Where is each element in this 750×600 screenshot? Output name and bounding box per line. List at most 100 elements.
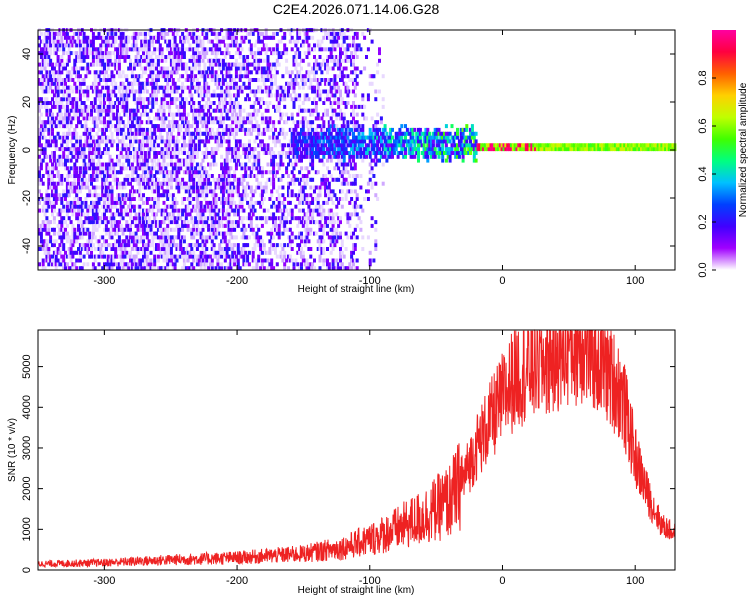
spectrogram-cell — [153, 124, 157, 129]
spectrogram-cell — [132, 66, 136, 71]
spectrogram-cell — [169, 262, 173, 267]
spectrogram-cell — [45, 108, 49, 113]
spectrogram-cell — [62, 266, 66, 271]
spectrogram-cell — [283, 35, 287, 40]
spectrogram-cell — [285, 70, 289, 75]
spectrogram-cell — [246, 258, 250, 263]
spectrogram-cell — [199, 104, 203, 109]
spectrogram-cell — [236, 89, 240, 94]
spectrogram-cell — [93, 258, 97, 263]
spectrogram-cell — [216, 143, 220, 148]
spectrogram-cell — [140, 97, 144, 102]
spectrogram-cell — [195, 170, 199, 175]
spectrogram-cell — [318, 220, 322, 225]
spectrogram-cell — [229, 104, 233, 109]
spectrogram-cell — [305, 174, 309, 178]
spectrogram-cell — [103, 124, 106, 129]
spectrogram-cell — [112, 204, 116, 209]
spectrogram-cell — [247, 120, 251, 125]
spectrogram-cell — [259, 70, 263, 75]
spectrogram-cell — [110, 93, 114, 98]
spectrogram-cell — [275, 135, 279, 140]
spectrogram-cell — [142, 247, 145, 251]
spectrogram-cell — [300, 139, 303, 144]
spectrogram-cell — [190, 174, 194, 178]
spectrogram-cell — [123, 104, 127, 109]
spectrogram-cell — [52, 181, 56, 186]
spectrogram-cell — [182, 235, 186, 240]
spectrogram-cell — [156, 89, 160, 94]
spectrogram-cell — [127, 162, 131, 167]
spectrogram-cell — [82, 131, 86, 136]
spectrogram-cell — [201, 250, 205, 255]
spectrogram-cell — [313, 151, 316, 155]
spectrogram-cell — [101, 181, 105, 186]
spectrogram-cell — [108, 108, 112, 113]
spectrogram-cell — [166, 181, 170, 186]
spectrogram-cell — [316, 139, 320, 144]
spectrogram-cell — [240, 166, 244, 171]
spectrogram-cell — [88, 104, 92, 109]
spectrogram-cell — [324, 81, 328, 86]
spectrogram-cell — [130, 231, 134, 236]
spectrogram-cell — [301, 258, 305, 263]
spectrogram-cell — [294, 162, 298, 167]
spectrogram-cell — [127, 35, 131, 40]
spectrogram-cell — [97, 78, 101, 82]
spectrogram-cell — [188, 47, 192, 52]
spectrogram-cell — [69, 124, 73, 129]
spectrogram-cell — [190, 166, 194, 171]
spectrogram-cell — [77, 204, 80, 209]
spectrogram-cell — [153, 135, 157, 140]
spectrogram-cell — [268, 231, 272, 236]
spectrogram-cell — [145, 81, 149, 86]
spectrogram-cell — [324, 47, 328, 52]
spectrogram-cell — [86, 39, 90, 44]
spectrogram-cell — [296, 216, 300, 221]
spectrogram-cell — [294, 135, 298, 140]
spectrogram-cell — [114, 66, 118, 71]
spectrogram-cell — [303, 139, 307, 144]
spectrogram-cell — [225, 108, 229, 113]
spectrogram-cell — [171, 139, 175, 144]
spectrogram-cell — [225, 166, 229, 171]
spectrogram-cell — [123, 243, 127, 248]
spectrogram-cell — [51, 39, 54, 44]
spectrogram-cell — [190, 247, 194, 251]
spectrogram-cell — [205, 112, 209, 117]
spectrogram-cell — [173, 151, 177, 155]
spectrogram-cell — [305, 193, 309, 198]
spectrogram-cell — [80, 81, 84, 86]
spectrogram-cell — [201, 208, 205, 213]
spectrogram-cell — [75, 112, 79, 117]
spectrogram-cell — [116, 112, 119, 117]
spectrogram-cell — [93, 177, 97, 182]
spectrogram-cell — [201, 51, 205, 56]
spectrogram-cell — [67, 147, 71, 152]
spectrogram-cell — [132, 124, 136, 129]
spectrogram-cell — [182, 66, 186, 71]
spectrogram-cell — [272, 158, 276, 163]
spectrogram-cell — [77, 208, 80, 213]
spectrogram-cell — [184, 120, 188, 125]
spectrogram-cell — [314, 127, 318, 132]
spectrogram-cell — [210, 39, 214, 44]
spectrogram-cell — [214, 35, 218, 40]
spectrogram-cell — [52, 101, 56, 105]
spectrogram-cell — [160, 66, 164, 71]
spectrogram-cell — [58, 97, 62, 102]
spectrogram-cell — [116, 158, 119, 163]
spectrogram-cell — [212, 189, 216, 194]
spectrogram-cell — [140, 74, 144, 79]
spectrogram-cell — [277, 120, 281, 125]
spectrogram-cell — [201, 181, 205, 186]
spectrogram-cell — [69, 258, 73, 263]
spectrogram-cell — [116, 227, 119, 232]
spectrogram-cell — [164, 254, 168, 259]
spectrogram-cell — [173, 43, 177, 48]
spectrogram-cell — [75, 193, 79, 198]
spectrogram-cell — [51, 116, 54, 121]
spectrogram-cell — [97, 55, 101, 59]
spectrogram-cell — [45, 247, 49, 251]
spectrogram-cell — [294, 43, 298, 48]
